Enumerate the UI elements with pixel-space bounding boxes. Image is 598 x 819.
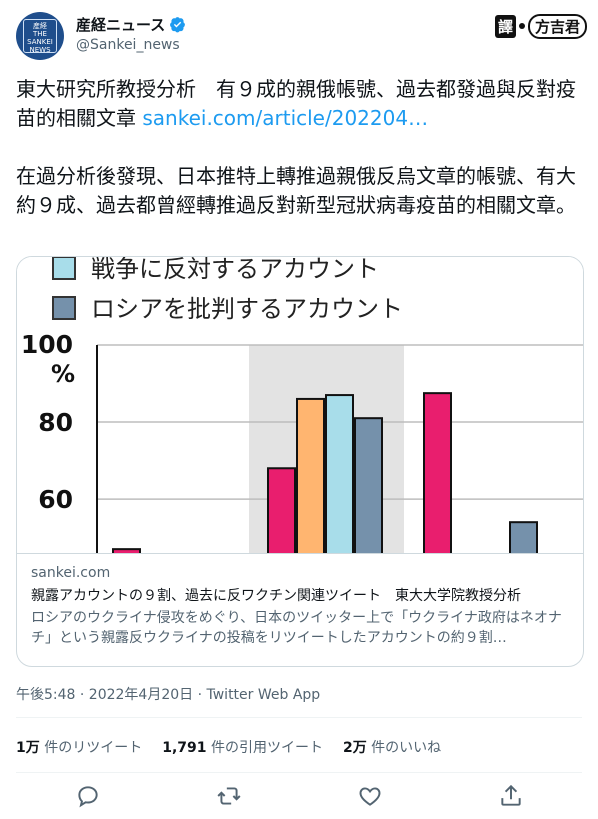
- chart-bar: [423, 392, 452, 553]
- display-name-text: 産経ニュース: [76, 16, 166, 34]
- chart-bar: [354, 417, 383, 553]
- chart-y-tick-label: 60: [38, 485, 73, 514]
- badge-dot: [519, 23, 526, 29]
- divider: [16, 772, 582, 773]
- tweet-text: 東大研究所教授分析 有９成的親俄帳號、過去都發過與反對疫苗的相關文章 sanke…: [16, 75, 582, 220]
- chart-y-unit: %: [51, 360, 75, 388]
- legend-label: 戦争に反対するアカウント: [91, 257, 379, 283]
- legend-swatch: [52, 257, 76, 280]
- retweet-stat[interactable]: 1万 件のリツイート: [16, 737, 142, 757]
- quote-stat[interactable]: 1,791 件の引用ツイート: [162, 737, 323, 757]
- tweet-line1: 東大研究所教授分析 有９成的親俄帳號、過去都發過與反對疫苗的相關文章: [16, 77, 576, 130]
- chart-y-ticks: 100 80 60%: [21, 330, 75, 514]
- chart-bar: [267, 467, 296, 553]
- retweet-icon[interactable]: [216, 783, 242, 809]
- chart-bar: [296, 397, 325, 553]
- chart-bars: [112, 392, 538, 553]
- like-count: 2万: [342, 740, 367, 756]
- display-name[interactable]: 産経ニュース: [76, 14, 186, 35]
- engagement-stats: 1万 件のリツイート 1,791 件の引用ツイート 2万 件のいいね: [16, 737, 441, 757]
- quote-count: 1,791: [162, 740, 207, 756]
- legend-label: ロシアを批判するアカウント: [91, 295, 403, 323]
- chart-y-tick-label: 80: [38, 408, 73, 437]
- verified-icon: [170, 17, 186, 33]
- divider: [16, 717, 582, 718]
- chart-y-tick-label: 100: [21, 330, 73, 359]
- share-icon[interactable]: [498, 783, 524, 809]
- link-card[interactable]: 戦争に反対するアカウント ロシアを批判するアカウント 100 80 60% sanke…: [16, 256, 584, 667]
- tweet-paragraph-2: 在過分析後發現、日本推特上轉推過親俄反烏文章的帳號、有大約９成、過去都曾經轉推過…: [16, 164, 576, 217]
- handle[interactable]: @Sankei_news: [76, 37, 180, 53]
- reply-icon[interactable]: [75, 783, 101, 809]
- like-stat[interactable]: 2万 件のいいね: [343, 737, 441, 757]
- card-description: ロシアのウクライナ侵攻をめぐり、日本のツイッター上で「ウクライナ政府はネオナチ」…: [31, 610, 562, 646]
- like-icon[interactable]: [357, 783, 383, 809]
- card-meta: sankei.com 親露アカウントの９割、過去に反ワクチン関連ツイート 東大大…: [17, 553, 583, 666]
- translator-badge: 譯 方吉君: [495, 13, 588, 39]
- quote-label: 件の引用ツイート: [210, 740, 323, 756]
- legend-swatch: [52, 296, 76, 320]
- action-bar: [0, 783, 598, 809]
- chart-bar: [325, 394, 354, 553]
- tweet-link[interactable]: sankei.com/article/202204…: [142, 106, 429, 130]
- avatar-logo: 産経 THE SANKEI NEWS: [23, 19, 57, 54]
- badge-prefix: 譯: [495, 14, 517, 38]
- chart-bar: [112, 548, 141, 553]
- avatar[interactable]: 産経 THE SANKEI NEWS: [16, 12, 64, 60]
- retweet-label: 件のリツイート: [44, 740, 143, 756]
- like-label: 件のいいね: [371, 740, 442, 756]
- chart-bar: [509, 521, 538, 553]
- badge-name: 方吉君: [528, 13, 588, 39]
- retweet-count: 1万: [16, 740, 40, 756]
- card-title: 親露アカウントの９割、過去に反ワクチン関連ツイート 東大大学院教授分析: [31, 588, 521, 604]
- card-domain: sankei.com: [31, 565, 111, 581]
- tweet-paragraph-1: 東大研究所教授分析 有９成的親俄帳號、過去都發過與反對疫苗的相關文章 sanke…: [16, 75, 582, 133]
- tweet-timestamp[interactable]: 午後5:48 · 2022年4月20日 · Twitter Web App: [16, 687, 321, 703]
